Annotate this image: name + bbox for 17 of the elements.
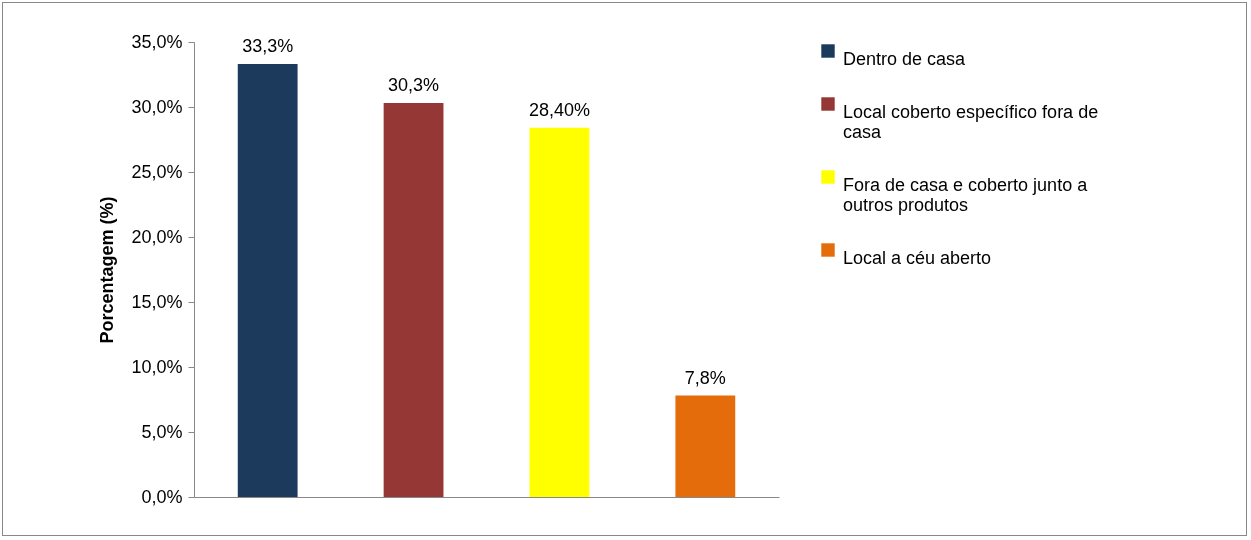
legend-label: Local coberto específico fora de casa (843, 102, 1099, 142)
legend-label: Fora de casa e coberto junto a outros produtos (843, 175, 1089, 215)
y-tick-label: 5,0% (141, 421, 183, 442)
data-label: 28,40% (528, 99, 590, 120)
y-tick-label: 25,0% (131, 161, 183, 182)
legend-label: Local a céu aberto (843, 248, 992, 268)
y-tick-label: 30,0% (131, 96, 183, 117)
legend-label: Dentro de casa (843, 49, 967, 69)
data-label: 30,3% (388, 75, 440, 96)
data-label: 7,8% (684, 367, 726, 388)
y-tick-label: 15,0% (131, 291, 183, 312)
data-label: 33,3% (242, 36, 294, 57)
y-tick-label: 0,0% (141, 486, 183, 507)
y-tick-label: 20,0% (131, 226, 183, 247)
y-tick-label: 35,0% (131, 31, 183, 52)
y-axis-title: Porcentagem (%) (97, 196, 118, 344)
y-tick-label: 10,0% (131, 356, 183, 377)
